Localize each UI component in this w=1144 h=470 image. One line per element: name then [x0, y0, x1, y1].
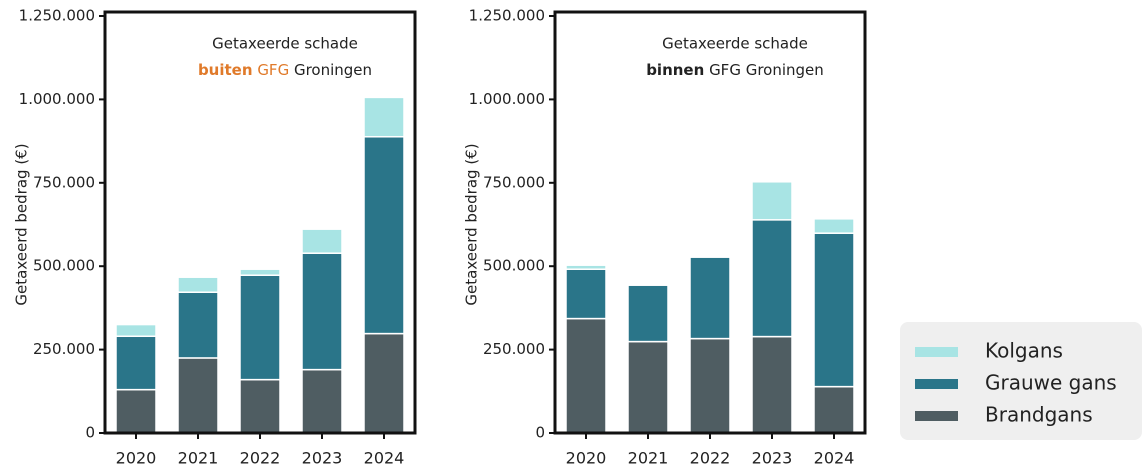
- y-tick-label: 0: [535, 424, 545, 442]
- bar-segment: [751, 181, 793, 221]
- bar-segment: [813, 232, 855, 388]
- x-tick-label: 2021: [178, 449, 219, 468]
- bar-segment: [177, 291, 219, 359]
- plot-frame: [553, 10, 867, 435]
- bar-segment: [177, 276, 219, 293]
- bar-segment: [301, 252, 343, 371]
- bar-segment: [689, 337, 731, 434]
- legend-label: Kolgans: [985, 339, 1063, 363]
- bar-segment: [751, 219, 793, 338]
- legend-label: Grauwe gans: [985, 371, 1117, 395]
- x-tick-label: 2024: [364, 449, 405, 468]
- bar-segment: [363, 136, 405, 335]
- y-tick-label: 250.000: [33, 340, 95, 358]
- bar-segment: [239, 274, 281, 381]
- bar-segment: [239, 378, 281, 434]
- x-tick-label: 2023: [302, 449, 343, 468]
- y-tick-label: 1.000.000: [469, 90, 545, 108]
- bar-segment: [301, 228, 343, 254]
- subtitle-part: GFG: [709, 61, 741, 79]
- y-tick-label: 500.000: [483, 257, 545, 275]
- bar-segment: [627, 284, 669, 343]
- x-tick-label: 2024: [814, 449, 855, 468]
- y-tick-label: 250.000: [483, 340, 545, 358]
- y-tick-label: 750.000: [483, 173, 545, 191]
- y-tick-label: 0: [85, 424, 95, 442]
- chart-subtitle: binnen GFG Groningen: [646, 61, 824, 79]
- x-tick-label: 2022: [690, 449, 731, 468]
- chart-subtitle: buiten GFG Groningen: [198, 61, 372, 79]
- y-tick-label: 1.250.000: [469, 7, 545, 25]
- x-tick-label: 2021: [628, 449, 669, 468]
- bar-segment: [363, 96, 405, 138]
- chart-title: Getaxeerde schade: [212, 35, 358, 53]
- x-tick-label: 2023: [752, 449, 793, 468]
- y-tick-label: 1.250.000: [19, 7, 95, 25]
- subtitle-part: GFG: [257, 61, 289, 79]
- plot-frame: [103, 10, 417, 435]
- chart-title: Getaxeerde schade: [662, 35, 808, 53]
- subtitle-part: Groningen: [294, 61, 372, 79]
- y-tick-label: 750.000: [33, 173, 95, 191]
- legend-label: Brandgans: [985, 403, 1093, 427]
- bar-segment: [751, 335, 793, 434]
- y-tick-label: 1.000.000: [19, 90, 95, 108]
- y-tick-label: 500.000: [33, 257, 95, 275]
- bar-segment: [565, 268, 607, 320]
- bar-segment: [239, 268, 281, 276]
- subtitle-part: Groningen: [746, 61, 824, 79]
- subtitle-part: buiten: [198, 61, 253, 79]
- bar-segment: [565, 317, 607, 434]
- bar-segment: [177, 357, 219, 434]
- bar-segment: [115, 323, 157, 338]
- bar-segment: [565, 264, 607, 270]
- y-axis-label: Getaxeerd bedrag (€): [13, 143, 31, 305]
- x-tick-label: 2020: [116, 449, 157, 468]
- bar-segment: [301, 368, 343, 434]
- x-tick-label: 2022: [240, 449, 281, 468]
- bar-segment: [813, 385, 855, 434]
- bar-segment: [627, 340, 669, 434]
- bar-segment: [363, 332, 405, 434]
- bar-segment: [115, 335, 157, 391]
- legend-box: [900, 322, 1142, 440]
- bar-segment: [813, 218, 855, 234]
- x-tick-label: 2020: [566, 449, 607, 468]
- bar-segment: [689, 256, 731, 340]
- bar-segment: [115, 388, 157, 434]
- subtitle-part: binnen: [646, 61, 704, 79]
- y-axis-label: Getaxeerd bedrag (€): [463, 143, 481, 305]
